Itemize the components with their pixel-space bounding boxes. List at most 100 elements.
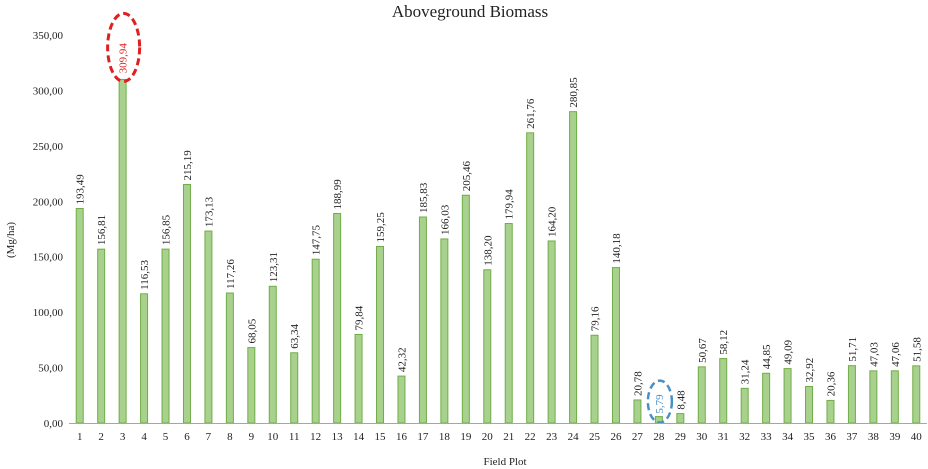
x-tick-label: 3: [120, 431, 126, 443]
x-tick-label: 34: [782, 431, 794, 443]
value-label: 51,71: [847, 337, 859, 362]
x-tick-label: 7: [206, 431, 212, 443]
y-tick-label: 50,00: [38, 363, 63, 375]
x-tick-label: 8: [227, 431, 233, 443]
value-label: 47,03: [868, 342, 880, 367]
x-tick-label: 32: [739, 431, 750, 443]
value-label: 63,34: [289, 324, 301, 349]
x-tick-label: 40: [911, 431, 923, 443]
bar: [740, 387, 749, 424]
value-label: 79,16: [590, 306, 602, 331]
bar: [311, 258, 320, 424]
bar: [268, 285, 277, 424]
bar: [762, 372, 771, 424]
x-tick-label: 12: [310, 431, 321, 443]
x-tick-label: 25: [589, 431, 601, 443]
bar: [847, 365, 856, 424]
x-tick-label: 9: [249, 431, 255, 443]
y-tick-label: 250,00: [33, 141, 64, 153]
value-label: 166,03: [439, 204, 451, 235]
bar: [140, 293, 149, 424]
bar: [719, 358, 728, 424]
x-tick-label: 19: [460, 431, 472, 443]
value-label: 68,05: [246, 318, 258, 343]
value-label: 261,76: [525, 98, 537, 129]
x-tick-label: 15: [375, 431, 387, 443]
x-tick-label: 1: [77, 431, 83, 443]
bar: [569, 111, 578, 424]
x-tick-label: 6: [184, 431, 190, 443]
value-label: 31,24: [740, 359, 752, 384]
bar: [783, 368, 792, 424]
x-tick-label: 39: [889, 431, 901, 443]
bar: [869, 370, 878, 424]
value-label: 138,20: [482, 235, 494, 266]
bar: [890, 370, 899, 424]
bar: [483, 269, 492, 424]
x-tick-label: 22: [525, 431, 536, 443]
chart-title: Aboveground Biomass: [392, 2, 548, 21]
bar: [376, 245, 385, 424]
value-label: 116,53: [139, 259, 151, 289]
value-label: 173,13: [203, 196, 215, 227]
value-label: 309,94: [118, 43, 130, 74]
bar: [397, 375, 406, 424]
bar: [526, 132, 535, 424]
bar: [182, 183, 191, 424]
bar: [611, 267, 620, 424]
value-label: 147,75: [311, 224, 323, 255]
bar: [333, 212, 342, 424]
bar: [805, 386, 814, 424]
x-tick-label: 29: [675, 431, 687, 443]
value-label: 42,32: [396, 347, 408, 372]
value-labels: 193,49 156,81 309,94 116,53 156,85 215,19 173,…: [75, 43, 924, 414]
value-label: 185,83: [418, 182, 430, 213]
y-tick-label: 300,00: [33, 85, 64, 97]
value-label: 179,94: [504, 189, 516, 220]
bar: [75, 208, 84, 424]
x-tick-label: 17: [417, 431, 429, 443]
value-label: 193,49: [75, 174, 87, 205]
bar: [161, 248, 170, 424]
value-label: 51,58: [911, 337, 923, 362]
value-label: 205,46: [461, 160, 473, 191]
value-label: 159,25: [375, 212, 387, 243]
value-label: 140,18: [611, 233, 623, 264]
bar: [676, 413, 685, 424]
x-tick-label: 10: [267, 431, 279, 443]
x-tick-label: 21: [503, 431, 514, 443]
x-tick-label: 30: [696, 431, 708, 443]
value-label: 79,84: [354, 305, 366, 330]
x-tick-label: 35: [804, 431, 816, 443]
value-label: 49,09: [783, 339, 795, 364]
value-label: 123,31: [268, 252, 280, 282]
bar: [440, 238, 449, 424]
x-tick-label: 2: [98, 431, 104, 443]
x-tick-label: 24: [568, 431, 580, 443]
value-label: 8,48: [675, 390, 687, 410]
x-tick-label: 27: [632, 431, 644, 443]
x-tick-label: 38: [868, 431, 880, 443]
y-tick-label: 0,00: [44, 418, 64, 430]
value-label: 164,20: [547, 206, 559, 237]
x-tick-label: 16: [396, 431, 408, 443]
value-label: 5,79: [654, 394, 666, 414]
x-tick-label: 33: [761, 431, 773, 443]
bar: [354, 333, 363, 424]
x-tick-label: 14: [353, 431, 365, 443]
x-tick-label: 11: [289, 431, 300, 443]
x-tick-label: 31: [718, 431, 729, 443]
bar: [633, 399, 642, 424]
bar: [826, 399, 835, 424]
bar: [547, 240, 556, 424]
x-tick-label: 36: [825, 431, 837, 443]
x-tick-label: 26: [610, 431, 622, 443]
value-label: 44,85: [761, 344, 773, 369]
bar: [461, 194, 470, 424]
x-tick-label: 23: [546, 431, 558, 443]
annotations: [106, 11, 674, 424]
bar: [247, 347, 256, 424]
value-label: 20,78: [632, 371, 644, 396]
